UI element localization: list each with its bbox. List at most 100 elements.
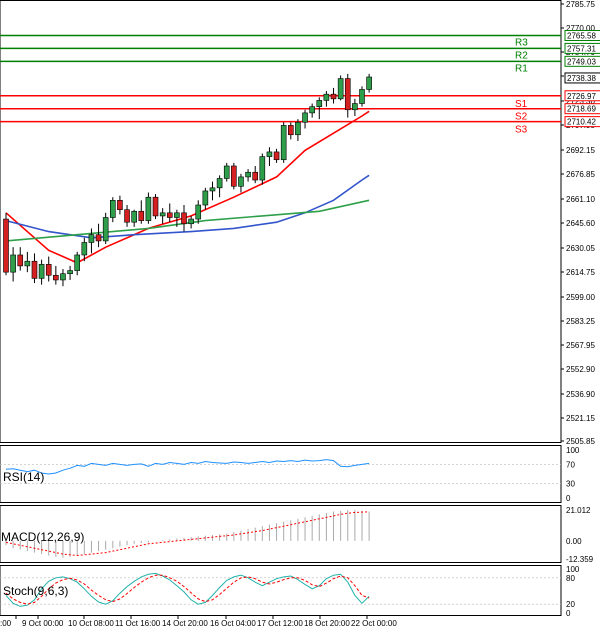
price-tick-label: 2614.75 <box>566 268 595 277</box>
time-axis: :00 9 Oct 00:00 10 Oct 08:00 11 Oct 16:00 14… <box>0 615 397 628</box>
stoch-d-line <box>5 574 370 605</box>
moving-average-line-3 <box>5 199 370 242</box>
rsi-indicator: 100 70 30 0 <box>0 446 580 503</box>
candle-up <box>266 151 273 157</box>
candle-up <box>195 204 202 220</box>
stoch-panel <box>0 565 562 616</box>
rsi-tick-label: 70 <box>566 460 575 469</box>
candle-up <box>145 196 152 221</box>
stoch-title: Stoch(9,6,3) <box>3 584 68 598</box>
candle-down <box>231 165 237 187</box>
price-label-box <box>564 29 600 41</box>
time-tick-label: 9 Oct 00:00 <box>22 619 64 628</box>
macd-indicator: 21.012 0.00 -12.359 <box>5 506 594 564</box>
candle-down <box>117 200 123 210</box>
macd-title: MACD(12,26,9) <box>1 530 84 544</box>
macd-tick-label: -12.359 <box>566 555 594 564</box>
candle-up <box>74 254 80 271</box>
price-tick-label: 2583.25 <box>566 317 595 326</box>
candle-up <box>174 212 180 218</box>
price-axis: 2785.752770.002754.702739.052723.302707.… <box>561 0 595 446</box>
level-label-s2: S2 <box>515 112 528 123</box>
rsi-tick-label: 100 <box>566 446 580 455</box>
candle-up <box>202 190 209 206</box>
time-tick-label: 14 Oct 20:00 <box>162 619 208 628</box>
macd-tick-label: 0.00 <box>566 537 582 546</box>
price-label-text: 2738.38 <box>567 74 596 83</box>
price-label-text: 2710.42 <box>567 118 596 127</box>
main-price-panel <box>0 0 562 443</box>
candle-up <box>24 260 31 267</box>
price-tick-label: 2692.15 <box>566 146 595 155</box>
price-labels: 2765.58 2757.31 2749.03 2738.38 2726.97 2718.… <box>564 29 600 128</box>
candle-up <box>159 212 166 217</box>
price-tick-label: 2630.05 <box>566 244 595 253</box>
price-label-box <box>564 103 600 115</box>
candle-down <box>17 254 24 267</box>
level-label-s1: S1 <box>515 99 528 110</box>
candle-down <box>3 218 9 273</box>
candle-up <box>88 234 95 243</box>
pivot-levels: R3 R2 R1 S1 S2 S3 <box>0 34 561 136</box>
price-label-text: 2757.31 <box>567 44 596 53</box>
candle-down <box>273 151 280 161</box>
candle-up <box>245 171 251 178</box>
rsi-line <box>5 459 370 475</box>
candle-down <box>53 274 59 281</box>
level-label-r3: R3 <box>515 37 528 48</box>
candle-up <box>366 76 372 90</box>
candle-up <box>81 242 88 256</box>
price-tick-label: 2723.30 <box>566 97 595 106</box>
candle-down <box>344 78 351 111</box>
macd-signal-line <box>5 511 370 557</box>
candle-up <box>188 218 194 225</box>
candle-up <box>10 254 16 273</box>
candle-up <box>60 273 66 281</box>
candle-down <box>152 196 159 217</box>
price-label-box <box>564 90 600 102</box>
moving-average-line-1 <box>5 110 370 264</box>
price-label-box <box>564 55 600 67</box>
macd-panel <box>0 505 562 563</box>
candle-up <box>309 106 315 114</box>
rsi-title: RSI(14) <box>3 470 44 484</box>
candle-up <box>280 125 287 161</box>
stoch-tick-label: 0 <box>566 609 571 618</box>
candle-up <box>216 178 223 189</box>
stoch-tick-label: 80 <box>566 574 575 583</box>
price-label-text: 2718.69 <box>567 105 596 114</box>
price-tick-label: 2552.90 <box>566 365 595 374</box>
time-tick-label: 18 Oct 20:00 <box>304 619 350 628</box>
time-tick-label: 22 Oct 00:00 <box>351 619 397 628</box>
level-label-s3: S3 <box>515 125 528 136</box>
moving-average-line-2 <box>5 174 370 239</box>
price-tick-label: 2536.90 <box>566 390 595 399</box>
candle-up <box>337 78 344 100</box>
candle-down <box>166 212 173 218</box>
time-tick-label: 10 Oct 08:00 <box>68 619 114 628</box>
candle-down <box>252 171 258 181</box>
price-label-text: 2749.03 <box>567 57 596 66</box>
time-tick-label: 16 Oct 04:00 <box>210 619 256 628</box>
candle-up <box>316 100 323 107</box>
rsi-panel <box>0 445 562 503</box>
candle-up <box>110 200 116 218</box>
candle-up <box>323 93 330 101</box>
candle-up <box>67 270 73 275</box>
price-tick-label: 2521.15 <box>566 414 595 423</box>
stoch-tick-label: 20 <box>566 600 575 609</box>
price-tick-label: 2661.10 <box>566 195 595 204</box>
candle-down <box>95 234 102 242</box>
price-tick-label: 2567.95 <box>566 341 595 350</box>
price-tick-label: 2599.00 <box>566 293 595 302</box>
candle-up <box>302 112 308 123</box>
candle-up <box>259 156 266 181</box>
candle-down <box>45 264 52 276</box>
candle-down <box>138 210 145 221</box>
macd-tick-label: 21.012 <box>566 506 591 515</box>
candle-up <box>295 121 301 136</box>
price-tick-label: 2770.00 <box>566 24 595 33</box>
stoch-k-line <box>5 572 370 607</box>
